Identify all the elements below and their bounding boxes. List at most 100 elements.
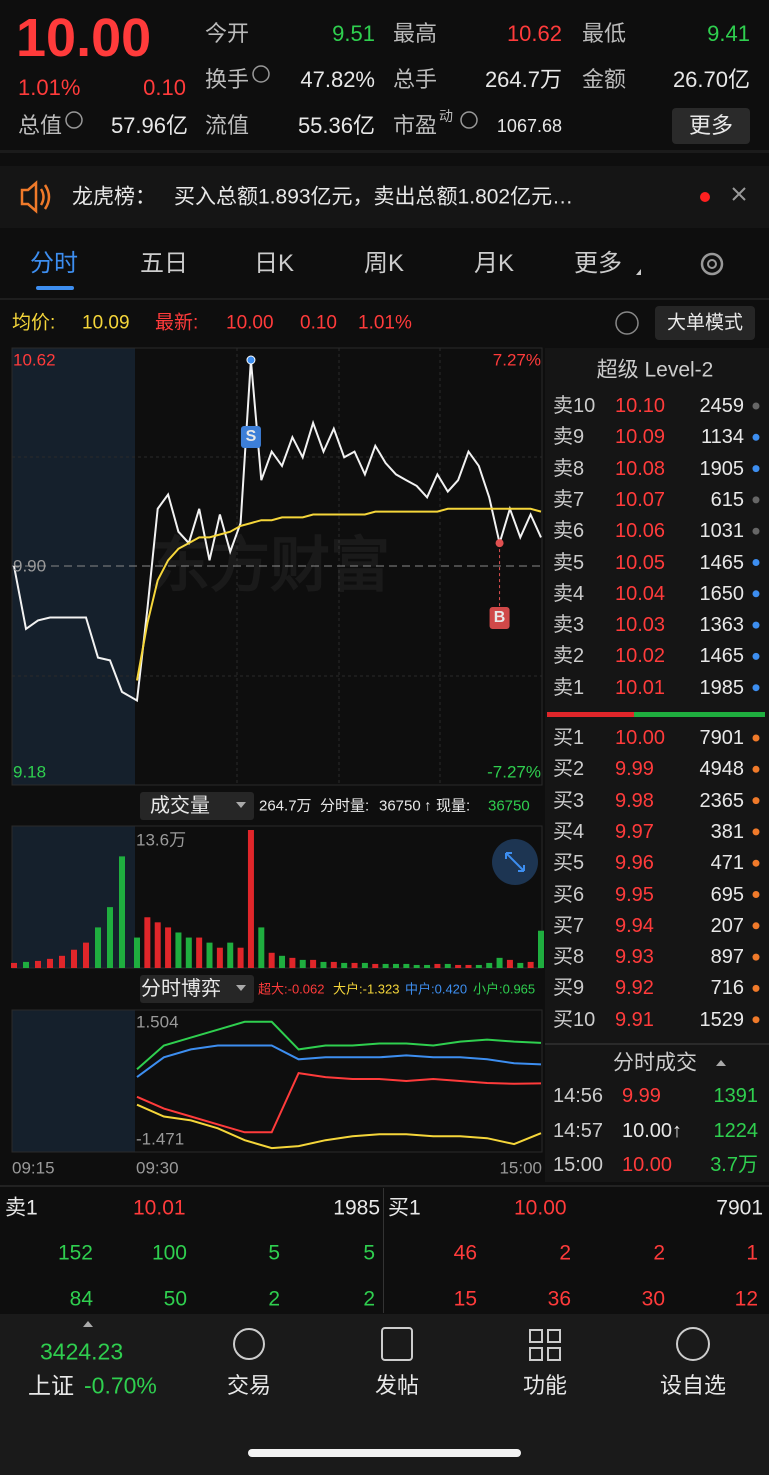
volume-bar — [268, 952, 275, 968]
mode-button[interactable] — [655, 306, 755, 340]
last-price: 10.00 — [16, 8, 152, 68]
stat-value: 26.70亿 — [672, 67, 750, 92]
volume-selector[interactable] — [140, 792, 254, 820]
book-dot — [752, 465, 760, 473]
game-legend: 大户:-1.323 — [333, 981, 400, 997]
volume-bar — [134, 937, 140, 968]
pct-label: 7.27% — [492, 350, 541, 370]
volume-bar — [119, 856, 125, 968]
game-selector[interactable] — [140, 975, 254, 1003]
book-volume: 897 — [710, 946, 744, 969]
help-icon[interactable] — [615, 311, 639, 335]
more-button-label[interactable]: 更多 — [688, 113, 734, 138]
stat-value: 9.41 — [707, 21, 750, 46]
book-level: 买1 — [553, 727, 585, 749]
volume-bar — [165, 927, 172, 968]
premarket-shade — [12, 826, 135, 968]
book-volume: 1465 — [699, 551, 745, 574]
post-icon[interactable] — [381, 1327, 413, 1361]
book-price: 10.09 — [615, 426, 666, 449]
divider — [0, 1185, 769, 1187]
close-icon[interactable] — [732, 187, 746, 201]
queue-order: 36 — [547, 1287, 571, 1311]
level1-volume: 1985 — [333, 1196, 380, 1220]
volume-bar — [424, 964, 431, 968]
queue-order: 1 — [746, 1241, 758, 1265]
tab[interactable]: 分时 — [30, 250, 78, 277]
function-icon[interactable] — [529, 1329, 561, 1361]
divider — [0, 298, 769, 300]
book-level: 卖8 — [553, 457, 585, 480]
book-price: 9.96 — [615, 852, 654, 875]
book-price: 10.01 — [615, 676, 666, 699]
price-line — [13, 359, 542, 703]
volume-bar — [279, 955, 286, 968]
nav-item[interactable]: 交易 — [226, 1373, 272, 1398]
volume-bar — [196, 937, 203, 968]
book-price: 10.03 — [615, 614, 666, 637]
watchlist-icon[interactable] — [676, 1327, 710, 1361]
price-tick-label: 9.90 — [13, 556, 47, 576]
nav-item[interactable]: 发帖 — [374, 1373, 420, 1398]
volume-bar — [107, 907, 113, 968]
settings-icon[interactable] — [700, 252, 724, 276]
book-price: 9.97 — [615, 820, 654, 843]
nav-item[interactable]: 设自选 — [659, 1373, 727, 1398]
notice-bg — [0, 166, 769, 228]
stat-value: 10.62 — [506, 21, 562, 46]
queue-order: 2 — [363, 1287, 375, 1311]
volume-period-label: 分时量: — [320, 797, 370, 815]
book-level: 卖10 — [553, 395, 596, 417]
book-price: 9.94 — [615, 914, 654, 937]
book-volume: 381 — [710, 820, 744, 843]
tab[interactable]: 月K — [473, 250, 515, 277]
book-dot — [752, 891, 760, 898]
book-dot — [752, 433, 760, 441]
pct-label: -7.27% — [487, 762, 541, 782]
book-level: 买10 — [553, 1008, 596, 1031]
price-tick-label: 9.18 — [13, 762, 47, 782]
volume-bar — [23, 961, 29, 968]
nav-item[interactable]: 功能 — [522, 1373, 568, 1398]
more-button[interactable] — [672, 108, 750, 144]
stat-label: 流值 — [205, 113, 250, 138]
stat-label: 总手 — [393, 67, 438, 92]
game-title[interactable]: 分时博弈 — [141, 978, 221, 1000]
volume-bar — [216, 947, 223, 968]
game-legend: 超大:-0.062 — [258, 981, 325, 997]
trade-volume: 3.7万 — [710, 1154, 758, 1176]
volume-bar — [95, 927, 101, 968]
queue-order: 152 — [57, 1241, 93, 1265]
tab[interactable]: 日K — [253, 250, 295, 277]
book-level: 买7 — [553, 914, 585, 937]
volume-period: 36750 — [379, 797, 421, 815]
stat-value: 57.96亿 — [110, 113, 188, 138]
mode-button-label[interactable]: 大单模式 — [666, 312, 744, 334]
info-icon — [65, 111, 83, 129]
last-change: 0.10 — [300, 312, 337, 334]
volume-bar — [351, 962, 358, 968]
speaker-waves — [39, 184, 51, 210]
tab[interactable]: 周K — [363, 250, 405, 277]
book-volume: 1031 — [699, 520, 745, 543]
tab[interactable]: 更多 — [574, 250, 622, 277]
volume-bar — [506, 959, 513, 968]
volume-title[interactable]: 成交量 — [150, 795, 210, 817]
book-volume: 2365 — [699, 789, 745, 812]
book-volume: 716 — [710, 977, 744, 1000]
last-value: 10.00 — [226, 312, 274, 334]
tab[interactable]: 五日 — [140, 250, 188, 277]
index-change: -0.70% — [84, 1372, 157, 1399]
queue-order: 100 — [151, 1241, 187, 1265]
book-volume: 1905 — [699, 457, 745, 480]
book-dot — [752, 621, 760, 629]
book-volume: 2459 — [699, 395, 745, 417]
trade-icon[interactable] — [233, 1328, 265, 1360]
book-level: 卖3 — [553, 614, 585, 637]
stat-label: 总值 — [18, 113, 63, 138]
avg-value: 10.09 — [82, 312, 130, 334]
book-level: 卖1 — [553, 676, 585, 699]
book-dot — [752, 953, 760, 961]
volume-bar — [538, 930, 544, 968]
